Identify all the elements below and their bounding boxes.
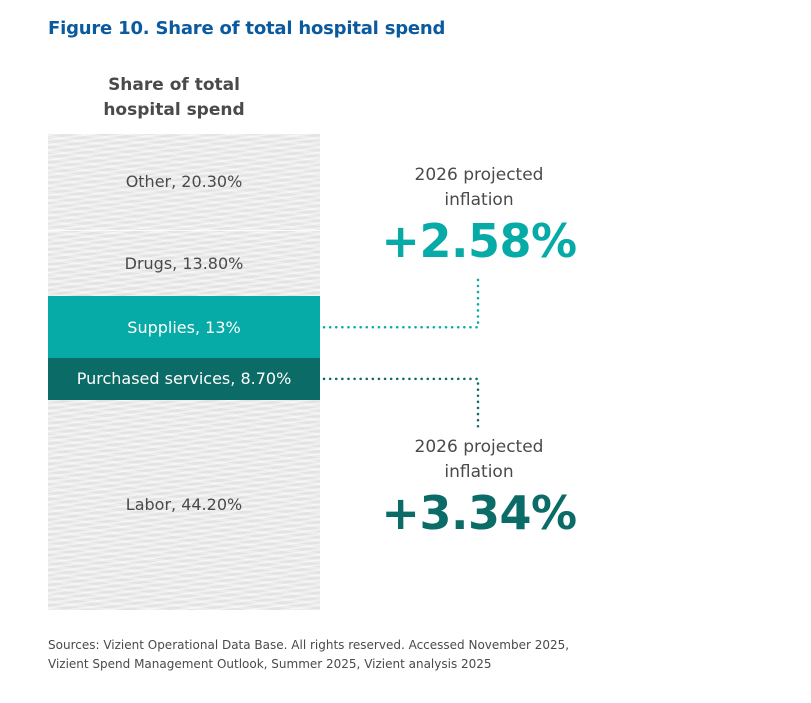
connector-supplies: [322, 275, 480, 329]
callout-value-purchased-services: +3.34%: [381, 486, 577, 540]
segment-supplies: Supplies, 13%: [48, 296, 320, 359]
sources-note: Sources: Vizient Operational Data Base. …: [48, 636, 569, 674]
segment-purchased-services: Purchased services, 8.70%: [48, 358, 320, 400]
sources-line-1: Sources: Vizient Operational Data Base. …: [48, 638, 570, 652]
stacked-bar: Other, 20.30% Drugs, 13.80% Supplies, 13…: [48, 134, 320, 610]
segment-label-purchased-services: Purchased services, 8.70%: [76, 369, 292, 389]
bar-title-line-1: Share of total: [108, 75, 240, 95]
connector-purchased-services: [322, 377, 480, 432]
segment-drugs: Drugs, 13.80%: [48, 230, 320, 297]
segment-label-supplies: Supplies, 13%: [127, 317, 241, 337]
callout-label-line: inflation: [444, 190, 514, 210]
segment-label-other: Other, 20.30%: [125, 172, 243, 192]
bar-title-line-2: hospital spend: [103, 100, 245, 120]
callout-label-supplies: 2026 projected inflation: [379, 163, 579, 213]
callout-purchased-services: 2026 projected inflation +3.34%: [379, 435, 579, 539]
sources-line-2: Vizient Spend Management Outlook, Summer…: [48, 657, 492, 671]
bar-title: Share of total hospital spend: [48, 73, 300, 123]
segment-label-drugs: Drugs, 13.80%: [124, 253, 244, 273]
callout-label-line: 2026 projected: [414, 437, 544, 457]
callout-label-purchased-services: 2026 projected inflation: [379, 435, 579, 485]
callout-label-line: inflation: [444, 462, 514, 482]
segment-labor: Labor, 44.20%: [48, 399, 320, 610]
callout-label-line: 2026 projected: [414, 165, 544, 185]
figure-title: Figure 10. Share of total hospital spend: [48, 18, 446, 39]
segment-other: Other, 20.30%: [48, 134, 320, 231]
callout-supplies: 2026 projected inflation +2.58%: [379, 163, 579, 267]
segment-label-labor: Labor, 44.20%: [125, 495, 243, 515]
callout-value-supplies: +2.58%: [381, 214, 577, 268]
